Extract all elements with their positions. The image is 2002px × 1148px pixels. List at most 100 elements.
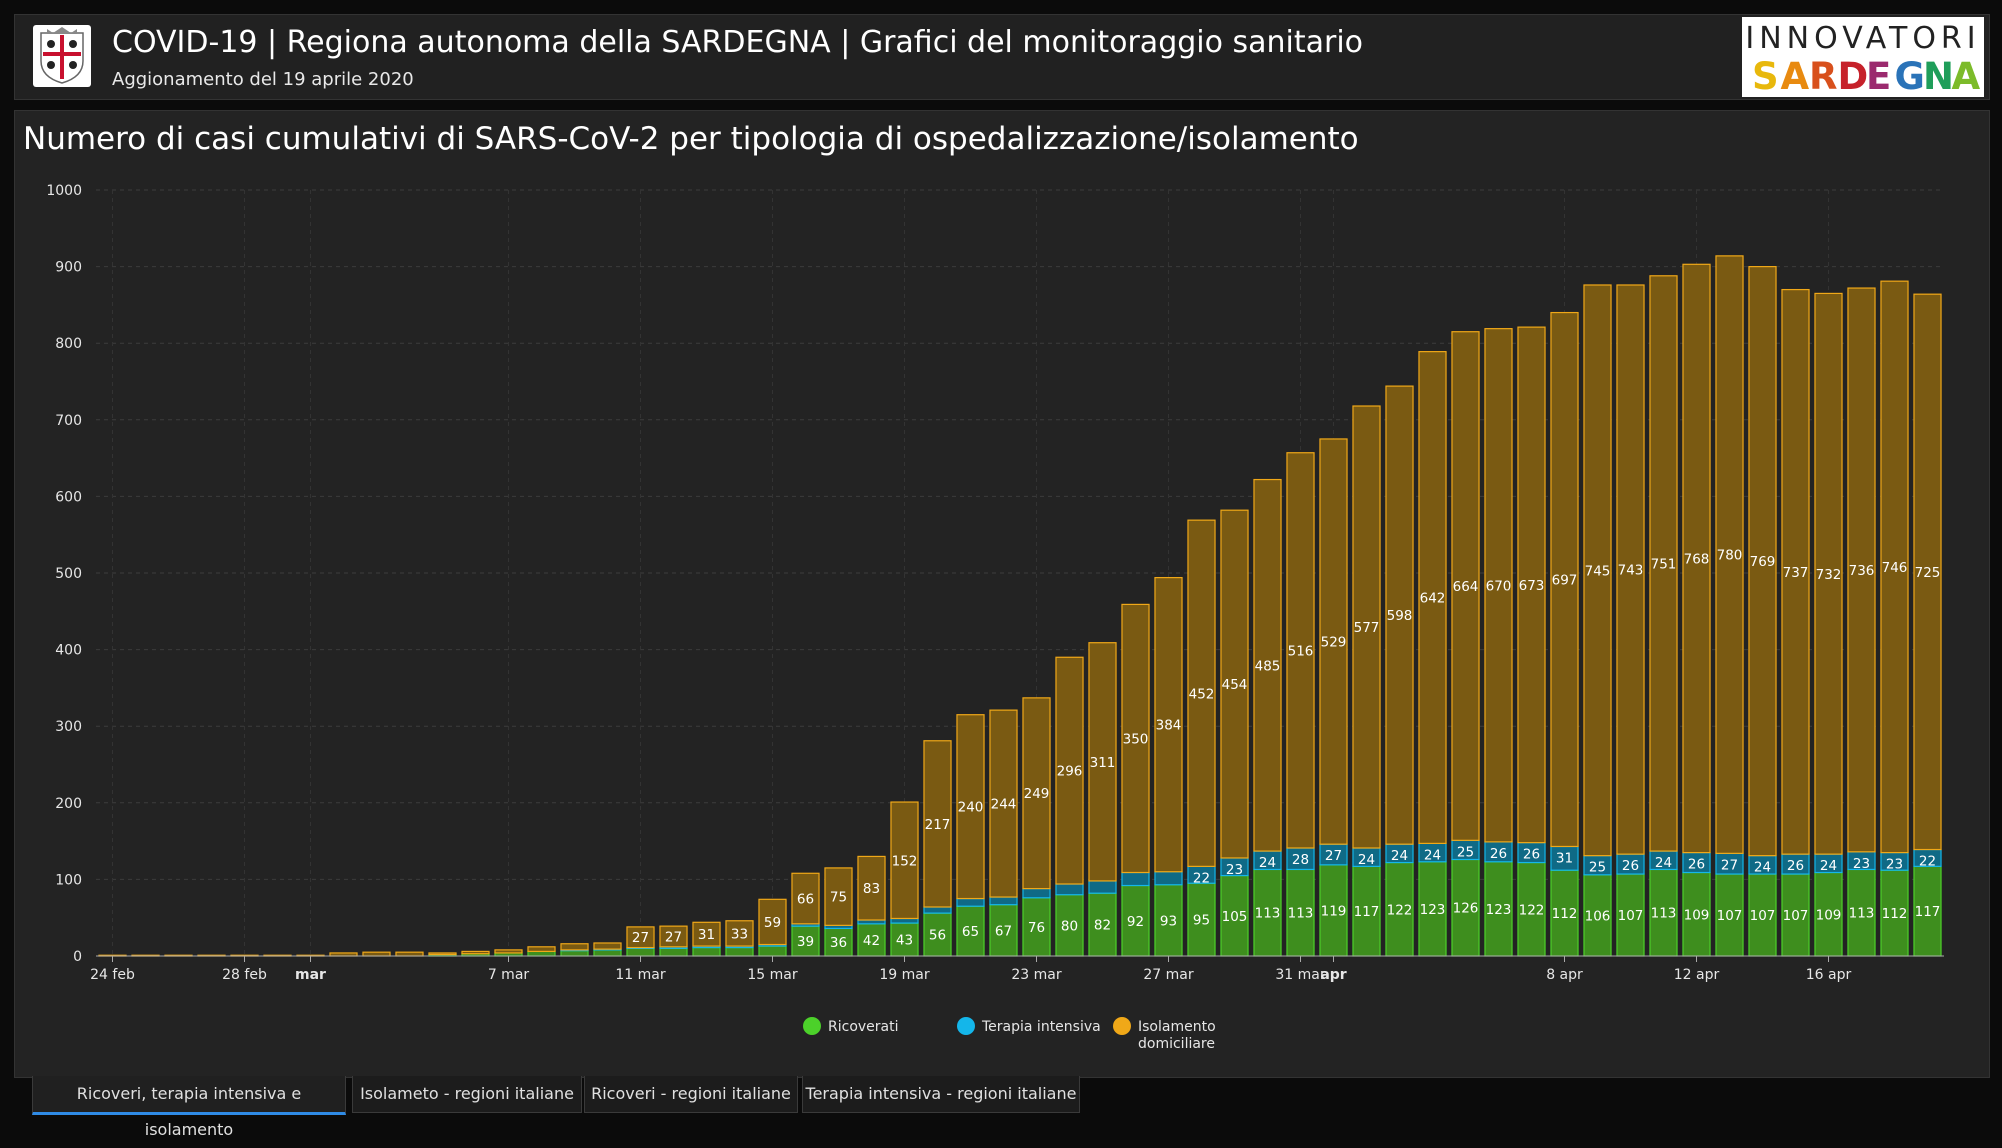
bar-ricoverati[interactable] [659,947,688,957]
legend-label[interactable]: Terapia intensiva [981,1019,1101,1035]
bar-isolamento-domiciliare[interactable] [1748,266,1777,857]
bar-isolamento-domiciliare[interactable] [593,942,622,950]
data-label: 240 [958,800,984,816]
bar-ricoverati[interactable] [1220,874,1249,957]
bar-terapia-intensiva[interactable] [989,896,1018,906]
bar-ricoverati[interactable] [824,927,853,957]
bar-terapia-intensiva[interactable] [1088,880,1117,894]
bar-isolamento-domiciliare[interactable] [560,943,589,951]
bar-ricoverati[interactable] [1847,868,1876,957]
bar-terapia-intensiva[interactable] [1055,883,1084,896]
bar-isolamento-domiciliare[interactable] [1253,478,1282,852]
bar-isolamento-domiciliare[interactable] [428,952,457,956]
bar-isolamento-domiciliare[interactable] [1715,255,1744,854]
bar-isolamento-domiciliare[interactable] [890,801,919,920]
bar-isolamento-domiciliare[interactable] [1517,326,1546,844]
logo-letter: A [1952,55,1982,95]
bar-terapia-intensiva[interactable] [1022,887,1051,899]
legend-dot[interactable] [1113,1017,1131,1035]
bar-ricoverati[interactable] [593,949,622,957]
bar-ricoverati[interactable] [1088,892,1117,957]
bar-isolamento-domiciliare[interactable] [527,946,556,953]
bar-isolamento-domiciliare[interactable] [1781,288,1810,855]
bar-ricoverati[interactable] [1022,897,1051,957]
bar-isolamento-domiciliare[interactable] [989,709,1018,898]
tab-isolamento-regioni[interactable]: Isolameto - regioni italiane [352,1076,582,1113]
bar-ricoverati[interactable] [626,947,655,957]
bar-isolamento-domiciliare[interactable] [923,740,952,908]
data-label: 737 [1783,565,1809,581]
bar-isolamento-domiciliare[interactable] [692,921,721,947]
legend-label[interactable]: Ricoverati [828,1019,899,1035]
bar-isolamento-domiciliare[interactable] [1847,287,1876,853]
bar-isolamento-domiciliare[interactable] [461,950,490,955]
bar-isolamento-domiciliare[interactable] [1484,328,1513,843]
bar-isolamento-domiciliare[interactable] [1550,311,1579,848]
bar-isolamento-domiciliare[interactable] [956,714,985,900]
bar-terapia-intensiva[interactable] [956,897,985,907]
bar-isolamento-domiciliare[interactable] [362,951,391,957]
bar-ricoverati[interactable] [956,905,985,957]
bar-ricoverati[interactable] [1550,869,1579,957]
bar-isolamento-domiciliare[interactable] [1385,385,1414,845]
bar-isolamento-domiciliare[interactable] [725,920,754,947]
bar-ricoverati[interactable] [923,912,952,957]
bar-isolamento-domiciliare[interactable] [395,951,424,957]
bar-isolamento-domiciliare[interactable] [1286,452,1315,849]
legend-dot[interactable] [803,1017,821,1035]
bar-ricoverati[interactable] [758,945,787,957]
bar-ricoverati[interactable] [1418,861,1447,957]
bar-isolamento-domiciliare[interactable] [1121,603,1150,874]
bar-isolamento-domiciliare[interactable] [1220,509,1249,859]
bar-terapia-intensiva[interactable] [1154,871,1183,886]
legend-dot[interactable] [957,1017,975,1035]
bar-ricoverati[interactable] [1517,861,1546,957]
bar-ricoverati[interactable] [1880,869,1909,957]
tab-terapia-intensiva-regioni[interactable]: Terapia intensiva - regioni italiane [802,1076,1080,1113]
bar-ricoverati[interactable] [527,950,556,957]
bar-ricoverati[interactable] [725,946,754,957]
bar-ricoverati[interactable] [1913,865,1942,957]
bar-isolamento-domiciliare[interactable] [494,949,523,954]
bar-ricoverati[interactable] [1187,882,1216,957]
bar-isolamento-domiciliare[interactable] [824,867,853,926]
bar-ricoverati[interactable] [1781,873,1810,957]
bar-isolamento-domiciliare[interactable] [1880,280,1909,854]
bar-isolamento-domiciliare[interactable] [1682,263,1711,854]
bar-terapia-intensiva[interactable] [890,917,919,924]
bar-ricoverati[interactable] [1253,868,1282,957]
bar-ricoverati[interactable] [890,922,919,957]
tab-ricoveri-terapia-isolamento[interactable]: Ricoveri, terapia intensiva e isolamento [32,1076,346,1139]
bar-ricoverati[interactable] [1715,873,1744,957]
bar-ricoverati[interactable] [692,946,721,957]
bar-terapia-intensiva[interactable] [1121,871,1150,887]
bar-isolamento-domiciliare[interactable] [791,872,820,925]
bar-isolamento-domiciliare[interactable] [1451,331,1480,841]
bar-isolamento-domiciliare[interactable] [1913,293,1942,851]
bar-ricoverati[interactable] [1319,864,1348,957]
legend-label[interactable]: Isolamento [1138,1019,1216,1035]
data-label: 152 [892,853,918,869]
bar-ricoverati[interactable] [560,950,589,957]
bar-ricoverati[interactable] [1583,874,1612,957]
bar-isolamento-domiciliare[interactable] [1814,292,1843,855]
bar-isolamento-domiciliare[interactable] [1022,697,1051,890]
bar-terapia-intensiva[interactable] [923,906,952,914]
bar-isolamento-domiciliare[interactable] [659,925,688,948]
bar-isolamento-domiciliare[interactable] [1616,284,1645,855]
bar-isolamento-domiciliare[interactable] [1352,405,1381,849]
tab-ricoveri-regioni[interactable]: Ricoveri - regioni italiane [584,1076,798,1113]
bar-isolamento-domiciliare[interactable] [626,926,655,949]
bar-isolamento-domiciliare[interactable] [1154,576,1183,873]
bar-isolamento-domiciliare[interactable] [1055,656,1084,885]
bar-ricoverati[interactable] [1352,865,1381,957]
bar-isolamento-domiciliare[interactable] [1088,642,1117,882]
bar-isolamento-domiciliare[interactable] [1418,351,1447,844]
bar-isolamento-domiciliare[interactable] [1649,275,1678,852]
bar-isolamento-domiciliare[interactable] [758,898,787,946]
legend-label[interactable]: domiciliare [1138,1036,1215,1052]
bar-isolamento-domiciliare[interactable] [1583,284,1612,857]
bar-isolamento-domiciliare[interactable] [857,855,886,921]
bar-isolamento-domiciliare[interactable] [1319,438,1348,845]
bar-isolamento-domiciliare[interactable] [1187,519,1216,867]
